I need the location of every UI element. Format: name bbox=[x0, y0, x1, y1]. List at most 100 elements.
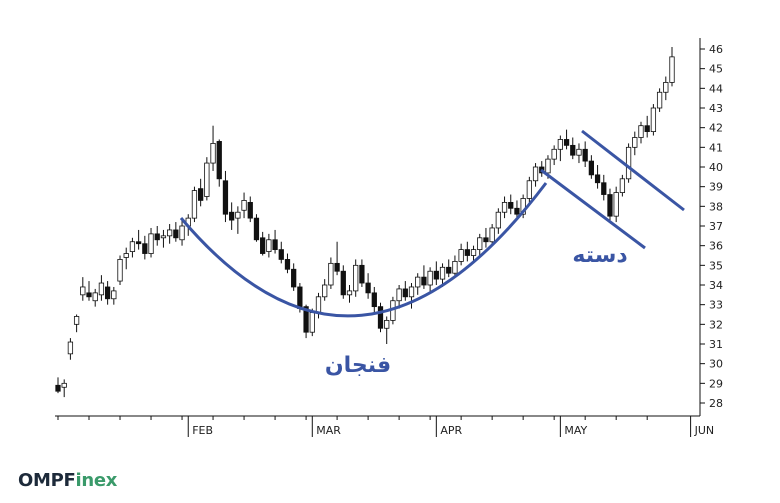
candle-body bbox=[644, 125, 650, 132]
candle bbox=[619, 174, 626, 197]
candle-body bbox=[111, 290, 117, 300]
candle bbox=[61, 379, 67, 398]
candle bbox=[346, 285, 353, 303]
candle-body bbox=[284, 259, 291, 270]
x-tick-label: FEB bbox=[192, 424, 213, 437]
candle-body bbox=[98, 282, 105, 296]
candle-body bbox=[160, 235, 167, 239]
candle bbox=[594, 165, 601, 189]
candle-body bbox=[563, 139, 570, 146]
candle bbox=[421, 265, 427, 289]
candle bbox=[582, 141, 588, 167]
candle-body bbox=[402, 288, 408, 298]
candle bbox=[495, 208, 501, 234]
candle bbox=[98, 275, 105, 301]
candle-body bbox=[588, 160, 595, 176]
candle-body bbox=[452, 260, 458, 274]
candle bbox=[638, 121, 644, 144]
y-tick-label: 34 bbox=[709, 279, 723, 292]
candle-body bbox=[483, 237, 489, 243]
candle-body bbox=[669, 56, 675, 83]
candle bbox=[266, 233, 272, 258]
candle bbox=[408, 283, 415, 309]
candle bbox=[328, 257, 334, 289]
candle bbox=[570, 137, 576, 160]
candle bbox=[563, 129, 570, 150]
candle-body bbox=[576, 148, 582, 156]
candle-body bbox=[154, 233, 160, 241]
candle-body bbox=[551, 148, 557, 160]
candle-body bbox=[520, 198, 526, 215]
candle-body bbox=[204, 162, 210, 197]
candle bbox=[656, 88, 663, 112]
candle-body bbox=[508, 201, 514, 209]
candle bbox=[371, 286, 377, 313]
candle bbox=[427, 267, 433, 293]
candle-body bbox=[315, 296, 322, 313]
candle bbox=[204, 157, 210, 201]
candle bbox=[532, 163, 539, 187]
candle bbox=[135, 229, 142, 250]
candle bbox=[508, 194, 514, 215]
candle bbox=[167, 224, 173, 244]
candle-body bbox=[191, 190, 198, 219]
candle bbox=[377, 302, 384, 333]
candle bbox=[489, 224, 495, 246]
candle-body bbox=[532, 166, 539, 182]
candle-body bbox=[92, 292, 98, 302]
candle bbox=[557, 135, 563, 162]
candle-body bbox=[613, 192, 619, 217]
candle bbox=[111, 286, 117, 305]
x-tick-label: MAR bbox=[316, 424, 341, 437]
candle bbox=[632, 131, 638, 156]
candle-body bbox=[272, 239, 278, 250]
candle bbox=[396, 285, 402, 309]
x-tick-label: JUN bbox=[694, 424, 715, 437]
y-tick-label: 37 bbox=[709, 220, 723, 233]
candle bbox=[446, 259, 452, 278]
candle bbox=[229, 202, 235, 230]
candle bbox=[253, 214, 260, 242]
candle-body bbox=[638, 125, 644, 138]
candle bbox=[173, 222, 179, 242]
candle-body bbox=[328, 262, 334, 286]
candle-body bbox=[439, 266, 446, 280]
brand-logo-part2: inex bbox=[75, 470, 118, 491]
candle-body bbox=[446, 266, 452, 274]
candle-body bbox=[260, 237, 266, 254]
candle bbox=[104, 281, 111, 305]
candle bbox=[80, 277, 86, 301]
candle bbox=[384, 316, 390, 344]
candle-body bbox=[291, 268, 297, 288]
candle-body bbox=[86, 292, 92, 298]
candle bbox=[439, 263, 446, 287]
candle bbox=[526, 176, 532, 203]
candle bbox=[278, 241, 284, 264]
candle-body bbox=[371, 292, 377, 308]
y-tick-label: 33 bbox=[709, 299, 723, 312]
candle-body bbox=[601, 182, 607, 195]
candle bbox=[198, 178, 204, 207]
candle-body bbox=[247, 201, 253, 219]
candle bbox=[625, 143, 632, 183]
brand-logo-part1: OMPF bbox=[18, 470, 76, 491]
y-tick-label: 32 bbox=[709, 318, 723, 331]
y-axis: 28 29 30 31 32 33 34 35 36 37 38 39 40 41 42 43 44 45 46 bbox=[699, 38, 723, 416]
y-tick-label: 36 bbox=[709, 240, 723, 253]
candle bbox=[123, 247, 129, 270]
y-tick-label: 41 bbox=[709, 141, 723, 154]
y-tick-label: 35 bbox=[709, 259, 723, 272]
candle-body bbox=[278, 249, 284, 260]
candle bbox=[365, 273, 371, 299]
candle bbox=[67, 338, 74, 360]
x-axis: FEBMARAPRMAYJUNJULAUGSEP bbox=[55, 415, 715, 437]
handle-upper-line bbox=[581, 129, 685, 212]
candle bbox=[247, 196, 253, 223]
candle-body bbox=[377, 306, 384, 329]
candle-body bbox=[353, 264, 359, 292]
candle bbox=[334, 241, 340, 276]
cup-curve bbox=[179, 182, 548, 318]
candle-body bbox=[421, 276, 427, 286]
candle-body bbox=[309, 312, 315, 333]
y-tick-label: 46 bbox=[709, 43, 723, 56]
